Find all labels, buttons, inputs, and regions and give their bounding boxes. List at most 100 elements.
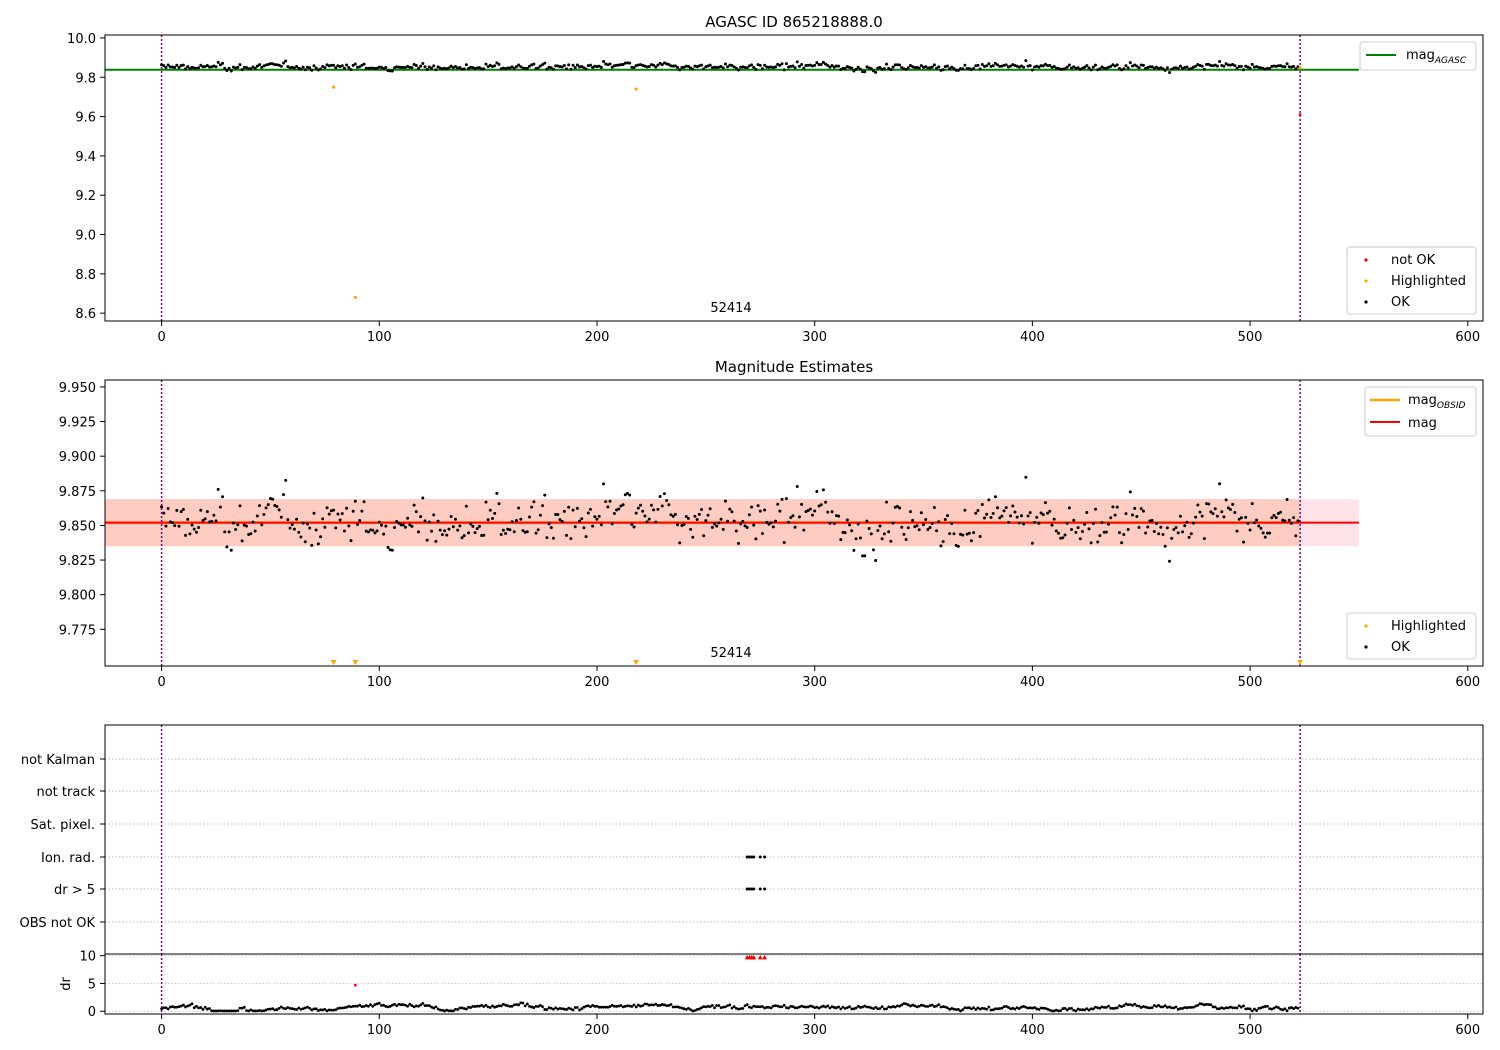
ok-point [706, 513, 710, 517]
ok-point [632, 525, 636, 529]
ok-point [952, 67, 956, 71]
ok-point [299, 67, 303, 71]
ok-point [791, 64, 795, 68]
ok-point [821, 488, 825, 492]
dr-point [632, 1003, 636, 1007]
dr-point [454, 1007, 457, 1011]
dr-point [959, 1009, 962, 1013]
ok-point [1052, 517, 1056, 521]
dr-point [1279, 1007, 1282, 1011]
ok-point [347, 65, 351, 69]
dr-point [290, 1007, 294, 1011]
ok-point [639, 503, 643, 507]
ok-point [434, 68, 438, 72]
ok-point [1176, 66, 1180, 70]
dr-point [643, 1002, 647, 1006]
ok-point [538, 513, 542, 517]
ok-point [1194, 515, 1198, 519]
dr-point [562, 1007, 566, 1011]
ok-point [203, 517, 207, 521]
ok-point [1030, 541, 1034, 545]
x-tick-label: 600 [1455, 675, 1480, 690]
ok-point [453, 65, 457, 69]
dr-point [373, 1003, 377, 1006]
ok-point [874, 558, 878, 562]
dr-point [774, 1004, 777, 1008]
dr-point [258, 1009, 261, 1012]
dr-point [1013, 1007, 1017, 1011]
ok-point [164, 524, 168, 528]
ok-point [434, 539, 438, 543]
ok-point [588, 63, 592, 67]
ok-point [871, 69, 875, 73]
ok-point [1148, 65, 1152, 69]
ok-point [826, 510, 830, 514]
flag-point [752, 887, 756, 891]
dr-point [987, 1005, 991, 1009]
dr-point [351, 1004, 355, 1008]
ok-point [1141, 63, 1145, 67]
ok-point [1091, 65, 1095, 69]
dr-point [687, 1006, 690, 1010]
dr-point [976, 1006, 980, 1010]
ok-point [366, 530, 370, 534]
ok-point [362, 500, 366, 504]
dr-point [573, 1006, 577, 1009]
ok-point [758, 509, 762, 513]
ok-point [297, 530, 301, 534]
dr-point [1181, 1007, 1184, 1010]
ok-point [1224, 498, 1228, 502]
dr-point [299, 1007, 303, 1011]
ok-point [993, 495, 997, 499]
dr-point [983, 1007, 986, 1010]
dr-point [197, 1006, 201, 1010]
ok-point [1043, 501, 1047, 505]
ok-point [223, 530, 227, 534]
dr-point [225, 1009, 229, 1013]
ok-point [1270, 516, 1274, 520]
ok-point [625, 61, 629, 65]
ok-point [1072, 518, 1076, 522]
ok-point [745, 526, 749, 530]
ok-point [667, 503, 671, 507]
panel-agasc-obsid-label: 52414 [710, 301, 751, 316]
y-tick-label: 9.850 [59, 519, 96, 534]
ok-point [458, 524, 462, 528]
dr-point [763, 1006, 767, 1010]
flag-point [747, 855, 751, 859]
ok-point [634, 511, 638, 515]
ok-point [752, 523, 756, 527]
ok-point [715, 524, 719, 528]
ok-point [408, 65, 412, 69]
ok-point [506, 66, 510, 70]
dr-point [791, 1005, 795, 1008]
ok-point [173, 524, 177, 528]
dr-point [245, 1009, 248, 1012]
dr-point [186, 1004, 190, 1008]
dr-point [878, 1007, 882, 1010]
ok-point [867, 527, 871, 531]
ok-point [1235, 529, 1239, 533]
dr-point [1168, 1005, 1171, 1009]
dr-point [821, 1004, 825, 1008]
dr-point [399, 1003, 403, 1007]
dr-point [930, 1003, 934, 1007]
dr-point [1111, 1007, 1115, 1010]
ok-point [186, 65, 190, 69]
ok-point [262, 512, 266, 516]
ok-point [673, 64, 677, 68]
dr-point [195, 1004, 198, 1008]
dr-point [1194, 1004, 1198, 1008]
panel-magnitude-estimates-title: Magnitude Estimates [715, 358, 873, 376]
dr-point [924, 1004, 928, 1008]
ok-point [998, 516, 1002, 520]
ok-point [987, 62, 991, 66]
ok-point [908, 510, 912, 514]
dr-point [767, 1005, 771, 1009]
ok-point [310, 68, 314, 72]
dr-point [1179, 1007, 1182, 1010]
dr-point [1139, 1006, 1143, 1009]
ok-point [290, 523, 294, 527]
ok-point [458, 66, 462, 70]
dr-point [978, 1007, 982, 1011]
